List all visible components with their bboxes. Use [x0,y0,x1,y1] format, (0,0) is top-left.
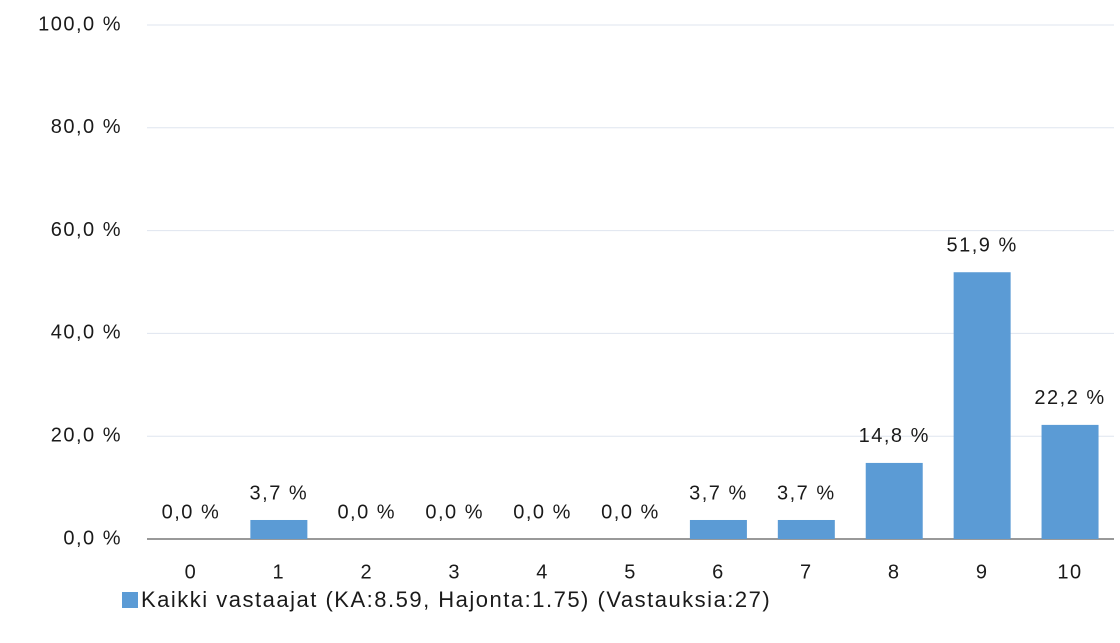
data-label: 0,0 % [425,501,484,523]
x-tick-label: 6 [712,561,725,583]
bar [953,272,1011,539]
bar [865,462,923,539]
y-tick-label: 80,0 % [51,116,122,138]
x-tick-label: 5 [624,561,637,583]
legend-swatch [122,592,138,608]
data-label: 14,8 % [859,425,930,447]
x-tick-label: 0 [185,561,198,583]
bar [250,519,308,539]
data-label: 22,2 % [1034,387,1105,409]
x-tick-label: 7 [800,561,813,583]
y-tick-label: 0,0 % [63,527,122,549]
data-label: 3,7 % [777,482,836,504]
data-label: 3,7 % [250,482,309,504]
legend-label: Kaikki vastaajat (KA:8.59, Hajonta:1.75)… [141,587,771,612]
y-tick-label: 40,0 % [51,322,122,344]
x-tick-label: 9 [976,561,989,583]
data-label: 0,0 % [162,501,221,523]
x-tick-label: 10 [1057,561,1082,583]
bar [689,519,747,539]
x-tick-label: 2 [360,561,373,583]
x-tick-label: 3 [448,561,461,583]
data-label: 3,7 % [689,482,748,504]
data-label: 51,9 % [947,235,1018,257]
x-tick-label: 8 [888,561,901,583]
bar [777,519,835,539]
y-tick-label: 60,0 % [51,219,122,241]
x-tick-label: 4 [536,561,549,583]
y-tick-label: 100,0 % [38,13,122,35]
bar [1041,424,1099,539]
x-tick-label: 1 [273,561,286,583]
data-label: 0,0 % [513,501,572,523]
y-tick-label: 20,0 % [51,424,122,446]
data-label: 0,0 % [337,501,396,523]
data-label: 0,0 % [601,501,660,523]
